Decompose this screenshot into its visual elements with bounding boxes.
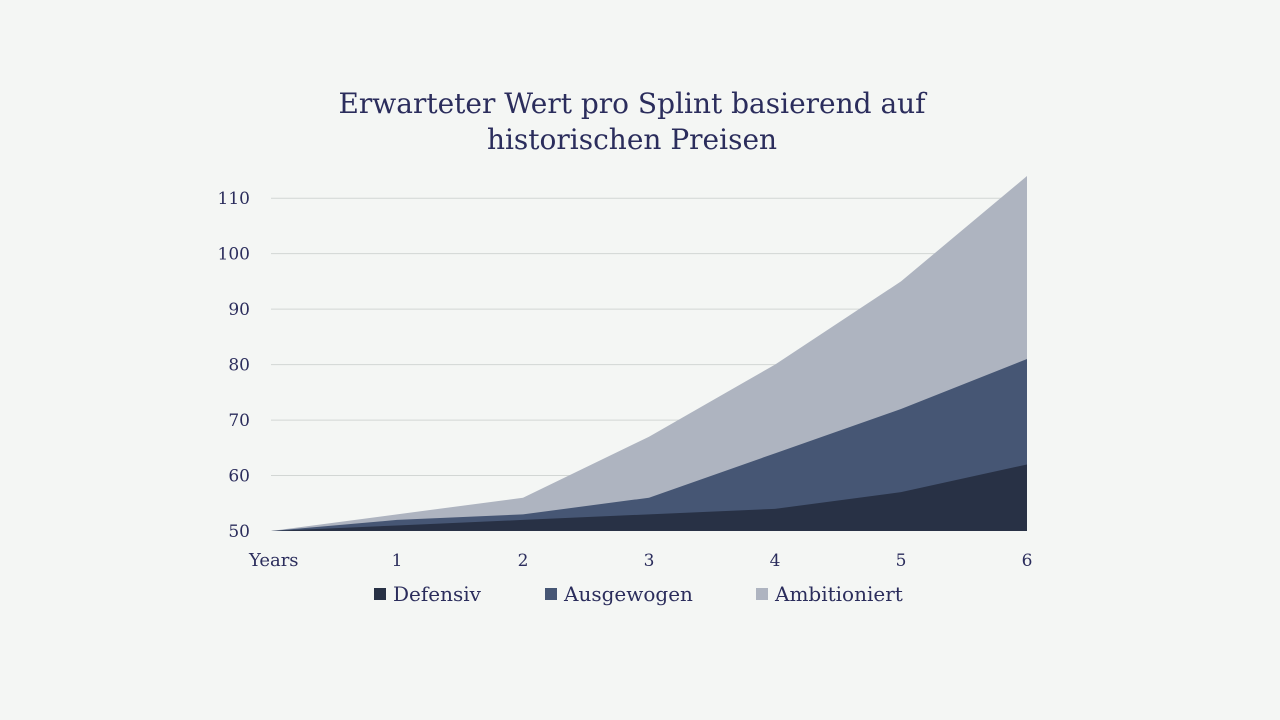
y-tick-label: 70 [228, 411, 250, 431]
legend-swatch [374, 588, 386, 600]
x-tick-label: 5 [896, 551, 907, 571]
x-tick-label: 6 [1022, 551, 1033, 571]
legend-item-defensiv: Defensiv [374, 582, 481, 606]
chart-title-line-1: Erwarteter Wert pro Splint basierend auf [338, 87, 926, 120]
legend-label: Ambitioniert [775, 582, 903, 606]
y-tick-label: 60 [228, 467, 250, 487]
y-tick-label: 50 [228, 522, 250, 542]
legend-swatch [756, 588, 768, 600]
y-axis-ticks: 50 60 70 80 90 100 110 [218, 189, 250, 542]
chart-title: Erwarteter Wert pro Splint basierend auf… [0, 86, 1264, 158]
x-axis-label: Years [248, 550, 299, 571]
legend-swatch [545, 588, 557, 600]
y-tick-label: 110 [218, 189, 250, 209]
chart-title-line-2: historischen Preisen [486, 123, 778, 156]
x-tick-label: 3 [644, 551, 655, 571]
y-tick-label: 80 [228, 356, 250, 376]
area-defensiv [271, 464, 1027, 531]
legend-item-ausgewogen: Ausgewogen [545, 582, 693, 606]
area-ausgewogen [271, 359, 1027, 531]
legend-label: Defensiv [393, 582, 481, 606]
series-areas [271, 176, 1027, 531]
legend: Defensiv Ausgewogen Ambitioniert [0, 582, 1280, 610]
y-tick-label: 100 [218, 245, 250, 265]
x-tick-label: 1 [392, 551, 403, 571]
y-tick-label: 90 [228, 300, 250, 320]
legend-label: Ausgewogen [564, 582, 693, 606]
x-axis-ticks: Years 1 2 3 4 5 6 [248, 550, 1032, 571]
x-tick-label: 4 [770, 551, 781, 571]
x-tick-label: 2 [518, 551, 529, 571]
legend-item-ambitioniert: Ambitioniert [756, 582, 903, 606]
